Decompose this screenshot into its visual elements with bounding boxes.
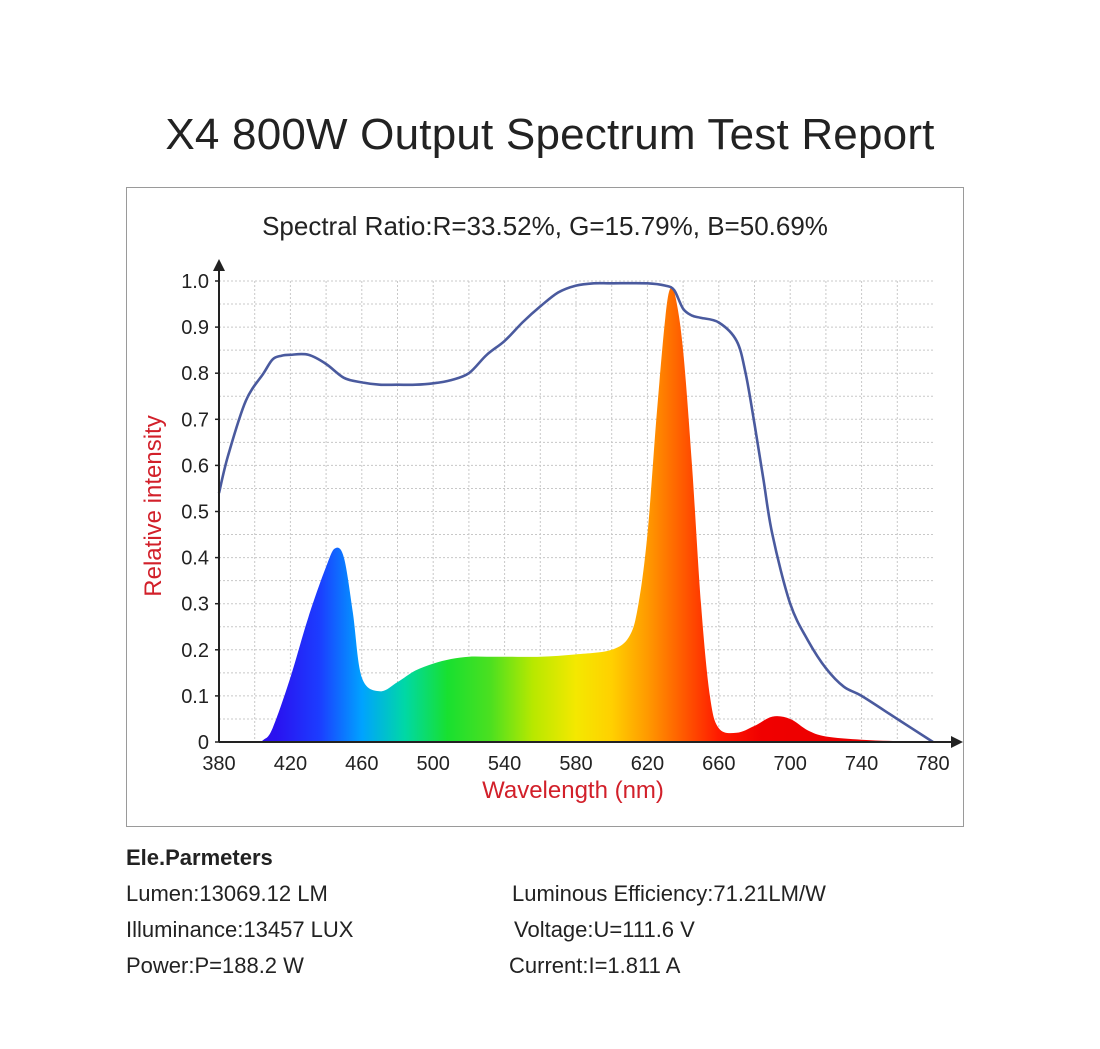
- y-axis-arrow: [213, 259, 225, 271]
- param-voltage: Voltage:U=111.6 V: [514, 917, 695, 942]
- param-illuminance: Illuminance:13457 LUX: [126, 917, 354, 942]
- reference-line-layer: [217, 281, 934, 744]
- spectrum-chart: 380 420 460 500 540 580 620 660 700 740 780 0 0.1 0.2…: [140, 211, 963, 804]
- param-luminous-efficiency: Luminous Efficiency:71.21LM/W: [512, 881, 826, 906]
- param-power: Power:P=188.2 W: [126, 953, 304, 978]
- y-tick-label: 0.6: [181, 455, 209, 477]
- spectrum-area: [219, 286, 933, 743]
- chart-title: Spectral Ratio:R=33.52%, G=15.79%, B=50.…: [262, 211, 828, 241]
- param-lumen: Lumen:13069.12 LM: [126, 881, 328, 906]
- x-tick-label: 740: [845, 753, 878, 775]
- x-tick-label: 780: [916, 753, 949, 775]
- param-current: Current:I=1.811 A: [509, 953, 681, 978]
- x-tick-label: 500: [417, 753, 450, 775]
- x-tick-label: 700: [774, 753, 807, 775]
- y-axis-label: Relative intensity: [140, 415, 167, 596]
- x-tick-label: 660: [702, 753, 735, 775]
- x-tick-label: 540: [488, 753, 521, 775]
- y-tick-label: 0.8: [181, 363, 209, 385]
- reference-curve: [217, 281, 934, 744]
- y-tick-label: 1.0: [181, 271, 209, 293]
- x-tick-label: 620: [631, 753, 664, 775]
- axes: [213, 259, 963, 748]
- y-tick-label: 0.9: [181, 317, 209, 339]
- y-tick-label: 0.5: [181, 502, 209, 524]
- chart-frame: 380 420 460 500 540 580 620 660 700 740 780 0 0.1 0.2…: [126, 187, 964, 827]
- x-tick-label: 580: [559, 753, 592, 775]
- x-tick-label: 380: [202, 753, 235, 775]
- y-tick-label: 0.3: [181, 594, 209, 616]
- tick-labels: 380 420 460 500 540 580 620 660 700 740 780 0 0.1 0.2…: [181, 271, 950, 775]
- spectrum-area-layer: [219, 286, 933, 743]
- x-axis-arrow: [951, 736, 963, 748]
- page-title: X4 800W Output Spectrum Test Report: [165, 110, 935, 159]
- params-heading: Ele.Parmeters: [126, 845, 273, 870]
- y-tick-label: 0.7: [181, 409, 209, 431]
- x-tick-label: 420: [274, 753, 307, 775]
- x-axis-label: Wavelength (nm): [482, 777, 664, 804]
- y-tick-label: 0.2: [181, 640, 209, 662]
- y-tick-label: 0.4: [181, 548, 209, 570]
- y-tick-label: 0.1: [181, 686, 209, 708]
- x-tick-label: 460: [345, 753, 378, 775]
- y-tick-label: 0: [198, 732, 209, 754]
